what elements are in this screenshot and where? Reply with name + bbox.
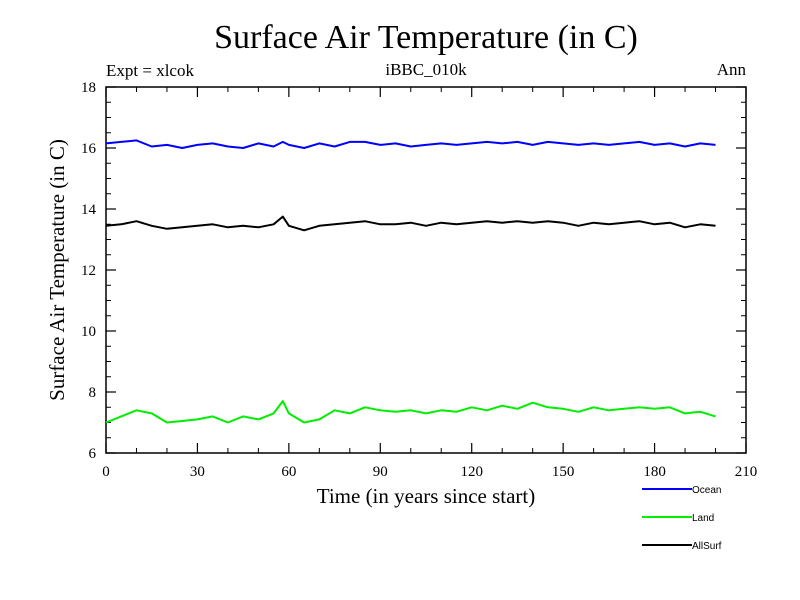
- x-tick-label: 120: [460, 464, 483, 480]
- x-axis-label: Time (in years since start): [317, 484, 536, 508]
- chart-subtitle: iBBC_010k: [385, 60, 467, 79]
- y-axis-label: Surface Air Temperature (in C): [45, 139, 69, 401]
- y-tick-label: 8: [89, 385, 97, 401]
- series-line-allsurf: [105, 215, 716, 232]
- axis-ticks: 0 30 60 90 120 150 180 210 6 8 10 12 14 16 18: [81, 80, 757, 480]
- plot-frame: [105, 86, 747, 454]
- y-tick-label: 16: [81, 141, 97, 157]
- series-lines: [105, 139, 716, 424]
- x-tick-label: 30: [190, 464, 205, 480]
- x-tick-label: 210: [735, 464, 758, 480]
- period-label: Ann: [717, 60, 747, 79]
- x-tick-label: 0: [102, 464, 110, 480]
- experiment-label: Expt = xlcok: [106, 61, 194, 80]
- chart-title: Surface Air Temperature (in C): [214, 19, 638, 56]
- series-line-ocean: [105, 139, 716, 149]
- y-tick-label: 6: [89, 446, 97, 462]
- y-tick-label: 10: [81, 324, 96, 340]
- x-tick-label: 60: [281, 464, 296, 480]
- y-tick-label: 14: [81, 202, 97, 218]
- legend-label-ocean: Ocean: [692, 485, 721, 496]
- y-tick-label: 18: [81, 80, 96, 96]
- y-tick-label: 12: [81, 263, 96, 279]
- legend-label-land: Land: [692, 513, 714, 524]
- legend: Ocean Land AllSurf: [642, 485, 722, 552]
- legend-label-allsurf: AllSurf: [692, 541, 722, 552]
- x-tick-label: 150: [552, 464, 575, 480]
- x-tick-label: 180: [643, 464, 666, 480]
- series-line-land: [105, 400, 716, 424]
- x-tick-label: 90: [373, 464, 388, 480]
